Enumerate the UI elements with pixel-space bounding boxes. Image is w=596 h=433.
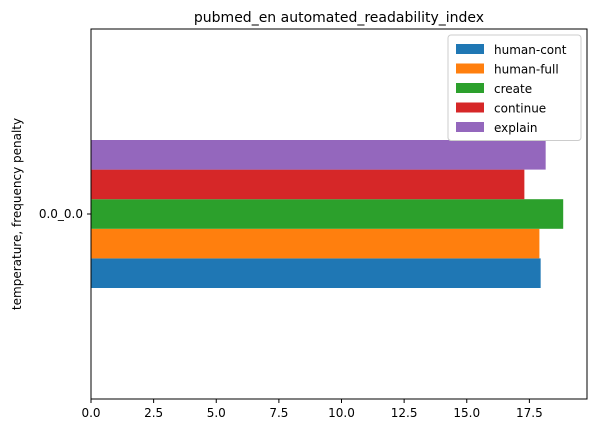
x-tick-label: 12.5: [391, 406, 418, 420]
legend-box: [447, 34, 582, 141]
y-tick-label: 0.0_0.0: [39, 207, 83, 221]
y-axis-label: temperature, frequency penalty: [10, 118, 24, 310]
bar-continue: [91, 169, 525, 200]
legend-label-continue: continue: [494, 102, 546, 116]
x-tick-label: 5.0: [207, 406, 226, 420]
bar-human-cont: [91, 258, 541, 288]
x-axis-ticks: 0.0 2.5 5.0 7.5 10.0 12.5 15.0 17.5: [81, 399, 543, 420]
x-tick-label: 15.0: [453, 406, 480, 420]
legend-swatch-create: [456, 83, 484, 93]
x-tick-label: 0.0: [81, 406, 100, 420]
legend-swatch-human-cont: [456, 44, 484, 54]
x-tick-label: 10.0: [328, 406, 355, 420]
x-tick-label: 2.5: [144, 406, 163, 420]
bar-create: [91, 199, 564, 229]
chart-title: pubmed_en automated_readability_index: [194, 10, 484, 26]
x-tick-label: 7.5: [269, 406, 288, 420]
legend-label-create: create: [494, 82, 532, 96]
bar-explain: [91, 140, 546, 170]
legend-swatch-continue: [456, 102, 484, 113]
legend-swatch-explain: [456, 122, 484, 132]
bar-human-full: [91, 228, 540, 259]
legend-label-human-full: human-full: [494, 63, 559, 77]
x-tick-label: 17.5: [516, 406, 543, 420]
legend-label-human-cont: human-cont: [494, 43, 567, 57]
legend-swatch-human-full: [456, 63, 484, 74]
legend: human-cont human-full create continue explai…: [447, 34, 582, 141]
bars-group: [91, 140, 564, 288]
y-axis-ticks: 0.0_0.0: [39, 207, 91, 221]
legend-label-explain: explain: [494, 121, 538, 135]
